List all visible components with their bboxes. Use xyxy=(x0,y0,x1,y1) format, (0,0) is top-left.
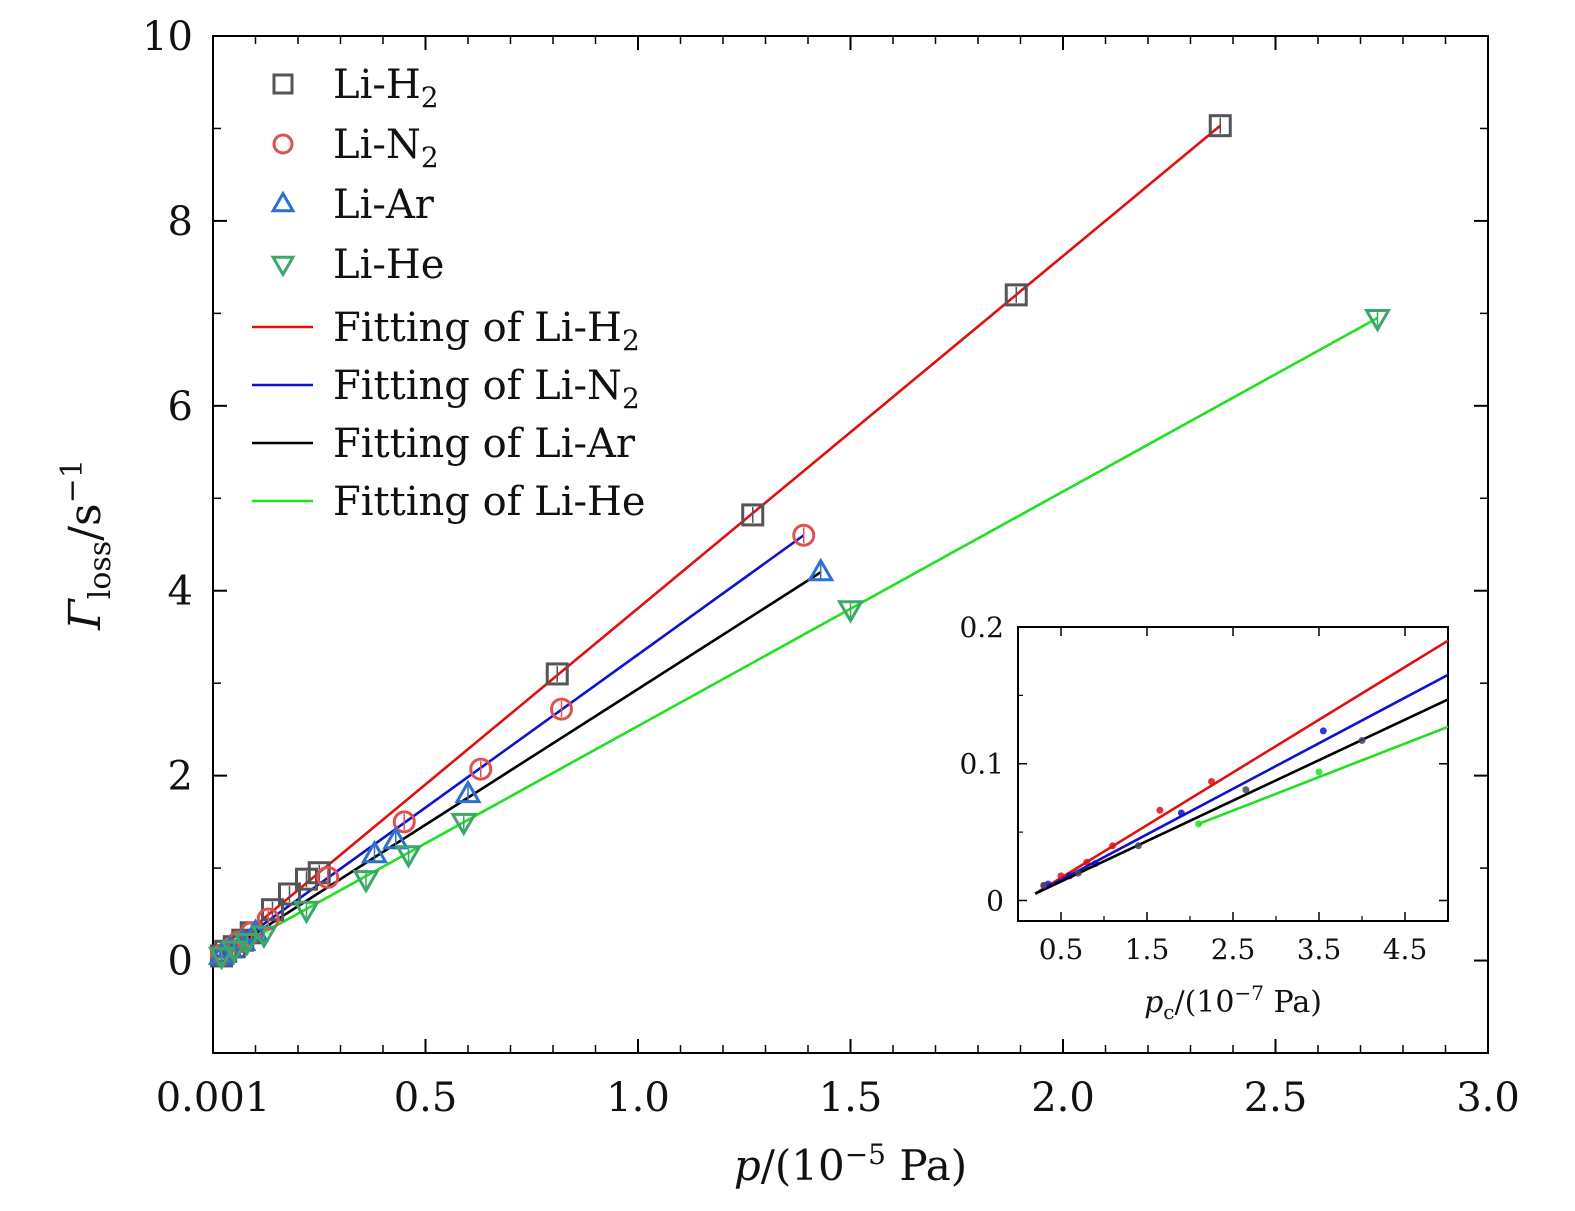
legend-label-1: Li-N2 xyxy=(333,122,439,174)
inset-point-0 xyxy=(1156,806,1164,814)
x-tick-label: 2.0 xyxy=(1031,1075,1095,1121)
inset-x-tick-label: 3.5 xyxy=(1297,933,1342,966)
inset-point-2 xyxy=(1074,869,1082,877)
inset-point-1 xyxy=(1319,727,1327,735)
legend-marker-0 xyxy=(272,73,294,95)
inset-point-0 xyxy=(1109,842,1117,850)
inset-x-axis-label: pc/(10−7 Pa) xyxy=(1144,981,1322,1024)
fit-line-0 xyxy=(212,124,1222,962)
x-axis-label-var: p xyxy=(734,1141,761,1190)
data-point-1 xyxy=(469,757,493,781)
inset-chart: 0.5 1.5 2.5 3.5 4.5 0 0.1 0.2 pc/(10−7 Pa) xyxy=(959,611,1449,1024)
x-axis-label: p/(10−5 Pa) xyxy=(734,1138,967,1190)
legend-label-sub: 2 xyxy=(421,81,439,114)
y-tick-label: 10 xyxy=(142,14,193,60)
legend-label-2: Li-Ar xyxy=(333,182,435,228)
inset-x-label-tail: Pa) xyxy=(1264,985,1322,1020)
fit-line-2 xyxy=(212,571,822,962)
legend-label-name: Li-H xyxy=(333,62,421,108)
y-axis-label-var: Γ xyxy=(60,598,111,631)
legend-fit-sub: 2 xyxy=(622,324,640,357)
x-axis-label-exp: −5 xyxy=(845,1138,886,1171)
x-tick-label: 0.001 xyxy=(156,1075,271,1121)
inset-x-tick-label: 0.5 xyxy=(1039,933,1084,966)
inset-x-label-var: p xyxy=(1144,985,1163,1020)
inset-x-tick-label: 4.5 xyxy=(1383,933,1428,966)
y-axis-label-exp: −1 xyxy=(55,459,90,503)
legend-fit-label-2: Fitting of Li-Ar xyxy=(333,421,636,467)
data-point-1 xyxy=(792,523,816,547)
x-axis-label-unit: /(10 xyxy=(761,1141,845,1190)
inset-x-label-exp: −7 xyxy=(1234,981,1263,1005)
inset-x-tick-label: 1.5 xyxy=(1125,933,1170,966)
fit-lines xyxy=(212,124,1379,962)
data-point-1 xyxy=(550,697,573,721)
x-tick-label: 3.0 xyxy=(1456,1075,1520,1121)
legend-fit-name: Fitting of Li-N xyxy=(333,363,622,409)
inset-point-1 xyxy=(1177,809,1185,817)
fit-line-1 xyxy=(212,534,805,962)
y-tick-label: 0 xyxy=(168,939,193,985)
legend-fit-name: Fitting of Li-Ar xyxy=(333,421,636,467)
legend-label-name: Li-N xyxy=(333,122,421,168)
y-tick-label: 8 xyxy=(168,199,193,245)
inset-frame xyxy=(1017,626,1449,922)
legend-fit-label-1: Fitting of Li-N2 xyxy=(333,363,640,415)
data-point-0 xyxy=(278,882,301,906)
y-tick-label: 2 xyxy=(168,754,193,800)
legend-marker-3 xyxy=(270,255,296,278)
legend-fit-name: Fitting of Li-H xyxy=(333,305,622,351)
inset-y-tick-label: 0.1 xyxy=(959,748,1004,781)
data-point-0 xyxy=(741,503,765,527)
data-point-1 xyxy=(256,907,280,931)
x-tick-label: 2.5 xyxy=(1244,1075,1308,1121)
inset-x-label-unit: /(10 xyxy=(1174,985,1234,1020)
legend-label-name: Li-He xyxy=(333,242,444,288)
inset-line-1 xyxy=(1034,673,1449,895)
legend-fit-label-3: Fitting of Li-He xyxy=(333,479,646,525)
x-tick-label: 1.0 xyxy=(606,1075,670,1121)
x-tick-label: 1.5 xyxy=(819,1075,883,1121)
y-axis-label-unit: /s xyxy=(60,503,111,540)
y-tick-label: 6 xyxy=(168,384,193,430)
inset-point-3 xyxy=(1315,768,1323,776)
inset-point-3 xyxy=(1195,820,1203,828)
x-axis-label-tail: Pa) xyxy=(886,1141,967,1190)
inset-y-tick-label: 0.2 xyxy=(959,611,1004,644)
legend-fit-label-0: Fitting of Li-H2 xyxy=(333,305,640,357)
y-axis-label: Γloss/s−1 xyxy=(55,459,118,631)
inset-y-tick-label: 0 xyxy=(986,884,1004,917)
inset-point-0 xyxy=(1208,778,1215,786)
data-point-0 xyxy=(1208,114,1232,138)
inset-line-0 xyxy=(1034,639,1449,895)
y-tick-label: 4 xyxy=(168,569,193,615)
legend-marker-2 xyxy=(270,190,296,213)
legend-label-0: Li-H2 xyxy=(333,62,439,114)
data-point-1 xyxy=(316,865,340,889)
data-points xyxy=(207,114,1392,971)
inset-point-2 xyxy=(1242,786,1250,794)
data-point-0 xyxy=(1004,283,1028,307)
fit-line-3 xyxy=(212,316,1379,962)
x-tick-label: 0.5 xyxy=(394,1075,458,1121)
inset-line-3 xyxy=(1198,725,1449,826)
data-point-0 xyxy=(545,662,569,686)
legend-label-name: Li-Ar xyxy=(333,182,435,228)
inset-point-2 xyxy=(1358,736,1366,744)
inset-x-tick-label: 2.5 xyxy=(1211,933,1256,966)
inset-line-2 xyxy=(1034,698,1449,895)
inset-point-2 xyxy=(1134,842,1142,850)
legend-marker-1 xyxy=(272,133,294,155)
legend-label-sub: 2 xyxy=(421,141,439,174)
legend-label-3: Li-He xyxy=(333,242,444,288)
y-axis-label-sub: loss xyxy=(83,541,118,599)
legend-fit-sub: 2 xyxy=(622,382,640,415)
data-point-1 xyxy=(392,810,416,834)
inset-x-label-sub: c xyxy=(1163,1000,1174,1024)
inset-point-2 xyxy=(1040,881,1048,889)
legend-fit-name: Fitting of Li-He xyxy=(333,479,646,525)
